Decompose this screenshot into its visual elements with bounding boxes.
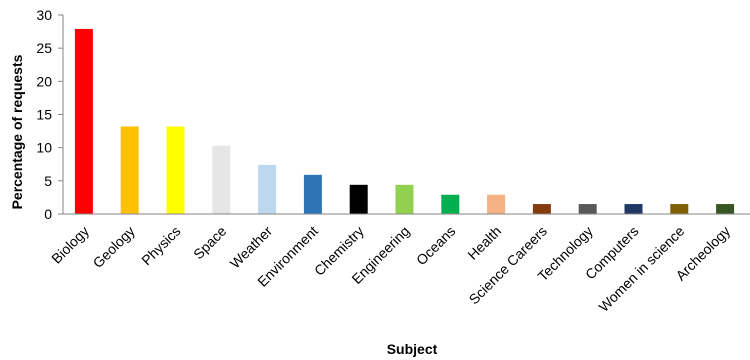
bar-oceans [441, 194, 460, 214]
bar-health [487, 194, 506, 214]
x-axis-title: Subject [387, 341, 438, 357]
bar-space [212, 145, 231, 214]
bar-chemistry [349, 184, 368, 214]
x-category-label: Women in science [595, 223, 687, 315]
y-tick-label: 25 [36, 40, 52, 56]
y-tick-label: 20 [36, 73, 52, 89]
y-tick-label: 30 [36, 7, 52, 23]
bar-computers [624, 204, 643, 214]
y-tick-label: 5 [44, 173, 52, 189]
bar-archeology [716, 204, 735, 214]
y-tick-label: 15 [36, 107, 52, 123]
x-category-label: Science Careers [466, 223, 550, 307]
y-tick-label: 10 [36, 140, 52, 156]
bar-engineering [395, 184, 414, 214]
bar-physics [166, 126, 185, 214]
y-axis-title: Percentage of requests [9, 54, 25, 209]
bar-women-in-science [670, 204, 689, 214]
bar-biology [74, 28, 93, 215]
y-axis-ticks: 0 5 10 15 20 25 30 [36, 7, 63, 222]
bar-science-careers [532, 204, 551, 214]
x-category-label: Space [190, 223, 230, 263]
x-category-label: Geology [90, 223, 138, 271]
bar-weather [258, 164, 277, 214]
x-category-label: Biology [48, 223, 92, 267]
bar-geology [120, 126, 139, 214]
x-category-label: Health [464, 223, 504, 263]
x-category-label: Oceans [413, 223, 458, 268]
bars-group [74, 28, 735, 215]
bar-technology [578, 204, 597, 214]
y-tick-label: 0 [44, 206, 52, 222]
x-category-label: Physics [138, 223, 183, 268]
bar-environment [303, 174, 322, 214]
